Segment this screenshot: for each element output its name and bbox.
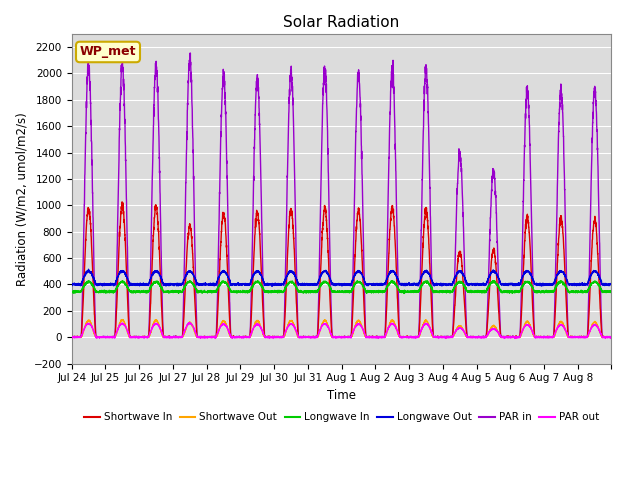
Shortwave In <box>607 334 615 340</box>
Shortwave In <box>118 199 126 205</box>
Longwave Out <box>516 280 524 286</box>
PAR out <box>490 326 497 332</box>
Longwave Out <box>531 281 538 287</box>
PAR out <box>185 320 193 326</box>
Shortwave Out <box>607 334 615 340</box>
Longwave In <box>516 288 524 293</box>
Shortwave Out <box>119 317 127 323</box>
PAR out <box>390 323 398 328</box>
Longwave In <box>531 288 538 294</box>
Line: PAR in: PAR in <box>72 53 611 337</box>
Shortwave Out <box>490 323 497 329</box>
PAR out <box>180 331 188 336</box>
PAR out <box>511 336 519 341</box>
Longwave In <box>362 288 369 294</box>
Text: WP_met: WP_met <box>80 46 136 59</box>
Title: Solar Radiation: Solar Radiation <box>284 15 400 30</box>
Line: PAR out: PAR out <box>72 323 611 338</box>
Shortwave In <box>391 228 399 234</box>
Legend: Shortwave In, Shortwave Out, Longwave In, Longwave Out, PAR in, PAR out: Shortwave In, Shortwave Out, Longwave In… <box>80 408 603 427</box>
Longwave In <box>390 279 398 285</box>
Shortwave Out <box>180 332 188 338</box>
PAR in <box>516 328 524 334</box>
Longwave In <box>490 278 497 284</box>
Shortwave Out <box>362 333 369 339</box>
Longwave Out <box>391 270 399 276</box>
Longwave Out <box>68 283 76 288</box>
X-axis label: Time: Time <box>327 389 356 402</box>
PAR in <box>68 334 76 340</box>
Shortwave Out <box>68 334 76 340</box>
Shortwave In <box>68 334 76 339</box>
PAR out <box>607 335 615 340</box>
PAR in <box>531 325 538 331</box>
PAR in <box>362 331 369 336</box>
Shortwave In <box>516 332 524 337</box>
Line: Longwave In: Longwave In <box>72 281 611 293</box>
PAR in <box>186 50 194 56</box>
Shortwave In <box>490 247 497 253</box>
Longwave Out <box>180 277 188 283</box>
Line: Shortwave In: Shortwave In <box>72 202 611 337</box>
Shortwave In <box>362 333 369 338</box>
Longwave Out <box>268 284 276 289</box>
Longwave Out <box>490 269 497 275</box>
PAR out <box>516 333 524 339</box>
PAR in <box>607 334 615 340</box>
Shortwave In <box>531 330 538 336</box>
Longwave In <box>68 289 76 295</box>
Longwave Out <box>84 266 92 272</box>
Shortwave In <box>180 316 188 322</box>
Longwave In <box>180 287 188 292</box>
PAR in <box>490 171 497 177</box>
Y-axis label: Radiation (W/m2, umol/m2/s): Radiation (W/m2, umol/m2/s) <box>15 112 28 286</box>
Line: Longwave Out: Longwave Out <box>72 269 611 287</box>
PAR out <box>531 333 538 338</box>
Shortwave Out <box>516 334 524 340</box>
Shortwave Out <box>530 334 538 339</box>
Line: Shortwave Out: Shortwave Out <box>72 320 611 337</box>
PAR in <box>68 334 76 340</box>
Shortwave Out <box>390 321 398 326</box>
Longwave Out <box>362 281 369 287</box>
PAR in <box>391 115 399 120</box>
Longwave Out <box>607 282 615 288</box>
Shortwave In <box>68 334 76 340</box>
Longwave In <box>607 289 615 295</box>
Longwave In <box>254 278 262 284</box>
PAR out <box>362 334 369 339</box>
Longwave In <box>400 290 408 296</box>
PAR out <box>68 335 76 340</box>
PAR in <box>180 294 188 300</box>
